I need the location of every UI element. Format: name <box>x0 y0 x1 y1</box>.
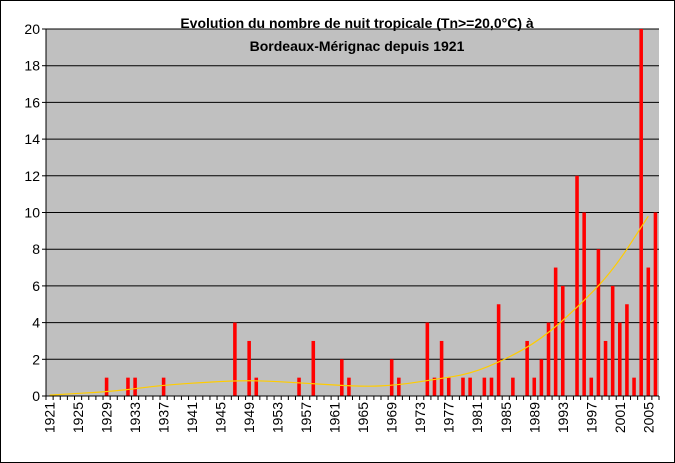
x-tick-label: 1977 <box>441 402 457 433</box>
bar-1993 <box>560 285 565 396</box>
x-tick-label: 1989 <box>526 402 542 433</box>
bar-1970 <box>397 377 401 396</box>
bar-1969 <box>389 359 394 396</box>
y-tick-label: 8 <box>32 241 40 257</box>
x-tick-label: 1953 <box>270 402 286 433</box>
bar-1979 <box>461 377 465 396</box>
y-axis: 0 2 4 6 8 10 12 14 16 18 20 <box>24 21 47 404</box>
bar-1989 <box>532 377 537 396</box>
bar-1980 <box>468 377 472 396</box>
bar-1937 <box>161 377 166 396</box>
x-tick-label: 1969 <box>384 402 400 433</box>
bar-1988 <box>525 340 529 396</box>
bar-1995 <box>575 175 579 396</box>
bar-1956 <box>297 377 301 396</box>
bar-1958 <box>311 340 316 396</box>
y-tick-label: 14 <box>24 131 40 147</box>
bar-1975 <box>432 377 437 396</box>
x-tick-label: 1993 <box>555 402 571 433</box>
y-tick-label: 12 <box>24 168 40 184</box>
chart-title-line-2: Bordeaux-Mérignac depuis 1921 <box>250 38 465 54</box>
x-tick-label: 1973 <box>412 402 428 433</box>
bar-1990 <box>539 359 544 396</box>
y-tick-label: 0 <box>32 388 40 404</box>
x-tick-label: 1921 <box>42 402 58 433</box>
bar-2000 <box>610 285 615 396</box>
bar-2004 <box>639 29 643 396</box>
x-tick-label: 1997 <box>583 402 599 433</box>
x-tick-label: 1945 <box>213 402 229 433</box>
bar-1932 <box>126 377 130 396</box>
bar-2005 <box>646 267 651 396</box>
bar-1933 <box>133 377 137 396</box>
bar-2003 <box>632 377 636 396</box>
x-tick-label: 1949 <box>241 402 257 433</box>
bar-1991 <box>546 322 551 396</box>
x-tick-label: 1929 <box>99 402 115 433</box>
bar-1999 <box>603 340 608 396</box>
y-tick-label: 10 <box>24 205 40 221</box>
y-tick-label: 4 <box>32 315 40 331</box>
x-tick-label: 2005 <box>640 402 656 433</box>
bar-1947 <box>233 322 237 396</box>
x-tick-label: 1937 <box>156 402 172 433</box>
bar-1949 <box>247 340 251 396</box>
y-tick-label: 2 <box>32 351 40 367</box>
y-tick-label: 18 <box>24 58 40 74</box>
bar-1983 <box>489 377 494 396</box>
bar-1974 <box>425 322 430 396</box>
bar-2006 <box>653 212 658 396</box>
bar-1998 <box>596 249 601 396</box>
x-tick-label: 2001 <box>612 402 628 433</box>
x-tick-label: 1965 <box>355 402 371 433</box>
bar-1976 <box>439 340 444 396</box>
bar-1997 <box>589 377 594 396</box>
x-tick-label: 1981 <box>469 402 485 433</box>
trend-line <box>49 215 649 396</box>
bar-1962 <box>340 359 344 396</box>
bar-2002 <box>625 304 629 396</box>
x-tick-label: 1957 <box>298 402 314 433</box>
x-tick-label: 1925 <box>70 402 86 433</box>
bar-1950 <box>254 377 259 396</box>
bars <box>104 29 658 396</box>
bar-2001 <box>618 322 622 396</box>
y-tick-label: 16 <box>24 94 40 110</box>
bar-1984 <box>496 304 501 396</box>
x-tick-label: 1933 <box>127 402 143 433</box>
x-tick-label: 1961 <box>327 402 343 433</box>
bar-1996 <box>582 212 586 396</box>
y-tick-label: 6 <box>32 278 40 294</box>
x-axis: 1921 1925 1929 1933 1937 1941 1945 1949 1953 1957… <box>42 395 660 433</box>
bar-1963 <box>347 377 351 396</box>
x-tick-label: 1985 <box>498 402 514 433</box>
bar-1929 <box>104 377 109 396</box>
bar-1977 <box>446 377 451 396</box>
x-tick-label: 1941 <box>184 402 200 433</box>
bar-1986 <box>511 377 515 396</box>
bar-1982 <box>482 377 487 396</box>
bar-1992 <box>553 267 558 396</box>
chart-title-line-1: Evolution du nombre de nuit tropicale (T… <box>180 15 534 31</box>
y-tick-label: 20 <box>24 21 40 37</box>
